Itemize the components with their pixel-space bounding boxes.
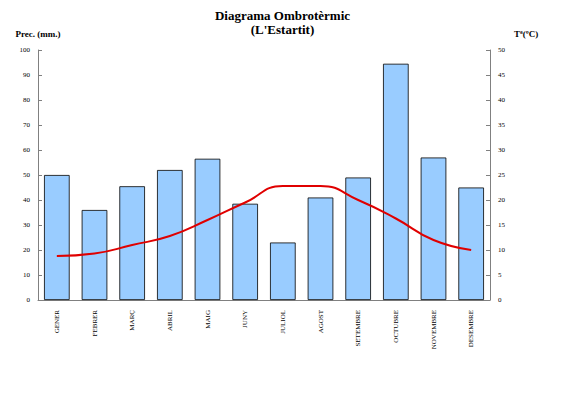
svg-text:30: 30 xyxy=(23,221,31,229)
svg-text:MARÇ: MARÇ xyxy=(128,310,136,331)
svg-text:20: 20 xyxy=(498,196,506,204)
svg-text:40: 40 xyxy=(498,96,506,104)
svg-text:60: 60 xyxy=(23,146,31,154)
svg-text:80: 80 xyxy=(23,96,31,104)
svg-text:Tª(ºC): Tª(ºC) xyxy=(514,29,538,39)
svg-text:JUNY: JUNY xyxy=(241,310,249,328)
svg-text:0: 0 xyxy=(27,296,31,304)
svg-text:50: 50 xyxy=(498,46,506,54)
svg-text:(L'Estartit): (L'Estartit) xyxy=(251,22,315,37)
svg-text:50: 50 xyxy=(23,171,31,179)
svg-text:25: 25 xyxy=(498,171,506,179)
svg-text:Diagrama Ombrotèrmic: Diagrama Ombrotèrmic xyxy=(215,8,350,23)
svg-text:NOVEMBRE: NOVEMBRE xyxy=(430,310,438,349)
svg-text:10: 10 xyxy=(23,271,31,279)
svg-text:100: 100 xyxy=(20,46,31,54)
svg-text:ABRIL: ABRIL xyxy=(166,310,174,331)
svg-text:35: 35 xyxy=(498,121,506,129)
svg-text:30: 30 xyxy=(498,146,506,154)
svg-text:AGOST: AGOST xyxy=(317,309,325,333)
svg-text:45: 45 xyxy=(498,71,506,79)
svg-text:DESEMBRE: DESEMBRE xyxy=(467,310,475,347)
svg-text:GENER: GENER xyxy=(53,310,61,334)
svg-text:0: 0 xyxy=(498,296,502,304)
svg-text:5: 5 xyxy=(498,271,502,279)
svg-text:FEBRER: FEBRER xyxy=(91,310,99,337)
svg-text:15: 15 xyxy=(498,221,506,229)
svg-text:MAIG: MAIG xyxy=(204,310,212,329)
svg-text:SETEMBRE: SETEMBRE xyxy=(354,310,362,347)
svg-text:40: 40 xyxy=(23,196,31,204)
svg-text:Prec. (mm.): Prec. (mm.) xyxy=(15,29,60,39)
svg-text:90: 90 xyxy=(23,71,31,79)
svg-text:10: 10 xyxy=(498,246,506,254)
svg-text:OCTUBRE: OCTUBRE xyxy=(392,310,400,343)
svg-text:JULIOL: JULIOL xyxy=(279,310,287,334)
svg-text:20: 20 xyxy=(23,246,31,254)
svg-text:70: 70 xyxy=(23,121,31,129)
